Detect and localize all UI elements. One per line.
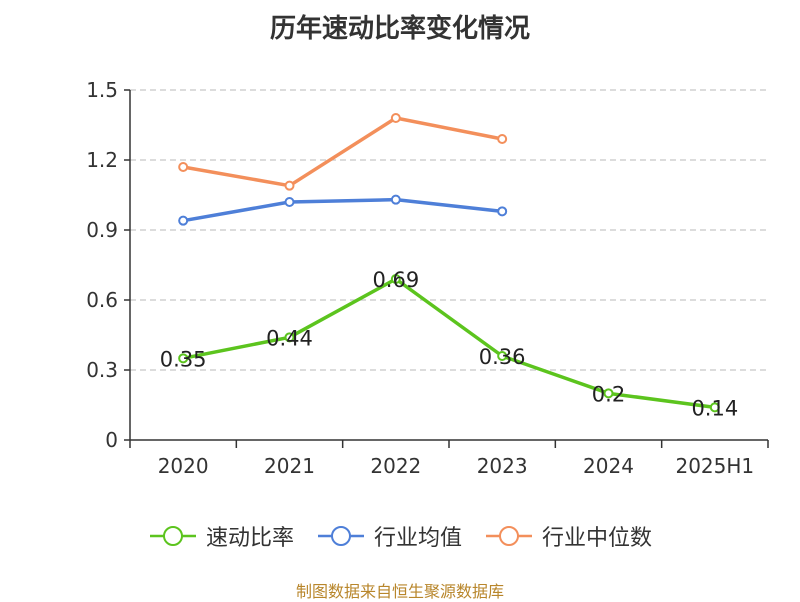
data-label: 0.44	[266, 326, 313, 350]
legend-swatch	[486, 526, 532, 546]
legend-marker	[330, 526, 351, 546]
legend-label: 行业均值	[373, 526, 462, 551]
data-point	[603, 388, 614, 399]
x-tick-label: 2023	[477, 454, 528, 478]
legend-label: 速动比率	[205, 526, 294, 551]
y-tick-label: 0.9	[86, 218, 118, 242]
x-tick-label: 2025H1	[675, 454, 754, 478]
legend-marker	[499, 526, 519, 546]
data-point	[709, 402, 720, 413]
data-point	[390, 274, 401, 284]
series-lines	[178, 113, 720, 413]
x-tick-label: 2024	[583, 454, 634, 478]
legend-item[interactable]: 行业中位数	[484, 520, 652, 552]
y-tick-label: 0	[105, 428, 118, 452]
legend-marker	[162, 526, 183, 546]
y-tick-label: 0.3	[86, 358, 118, 382]
data-labels: 0.35 0.44 0.69 0.36 0.2 0.14	[160, 268, 738, 420]
data-point	[497, 206, 508, 217]
source-note: 制图数据来自恒生聚源数据库	[295, 582, 504, 601]
legend-label: 行业中位数	[542, 526, 653, 551]
data-label: 0.14	[691, 396, 738, 420]
series-line	[182, 197, 503, 223]
y-tick-label: 1.5	[86, 78, 118, 102]
data-point	[284, 197, 295, 207]
data-point	[390, 194, 401, 205]
legend-swatch	[317, 526, 364, 546]
data-point	[178, 215, 189, 226]
legend-item[interactable]: 速动比率	[148, 520, 294, 552]
data-label: 0.2	[592, 382, 625, 406]
data-point	[390, 113, 401, 123]
data-point	[497, 134, 508, 144]
data-point	[284, 180, 295, 191]
y-tick-label: 1.2	[86, 148, 118, 172]
data-label: 0.69	[372, 268, 419, 292]
data-label: 0.35	[160, 347, 207, 371]
x-tick-label: 2020	[158, 454, 209, 478]
data-point	[178, 353, 189, 364]
axes: 0 0.3 0.6 0.9 1.2 1.5 2020 2021 2022 2023 2024 2025…	[86, 78, 769, 478]
x-tick-label: 2022	[370, 454, 421, 478]
data-point	[178, 162, 189, 172]
data-point	[497, 351, 508, 361]
legend: 速动比率 行业均值 行业中位数	[0, 520, 800, 552]
y-tick-label: 0.6	[86, 288, 118, 312]
chart-title: 历年速动比率变化情况	[269, 14, 530, 44]
grid-lines	[130, 89, 768, 371]
series-line	[182, 116, 503, 188]
data-label: 0.36	[479, 345, 526, 369]
legend-swatch	[149, 526, 196, 546]
series-line	[182, 277, 716, 410]
x-tick-label: 2021	[264, 454, 315, 478]
legend-item[interactable]: 行业均值	[316, 520, 462, 552]
data-point	[284, 332, 295, 343]
